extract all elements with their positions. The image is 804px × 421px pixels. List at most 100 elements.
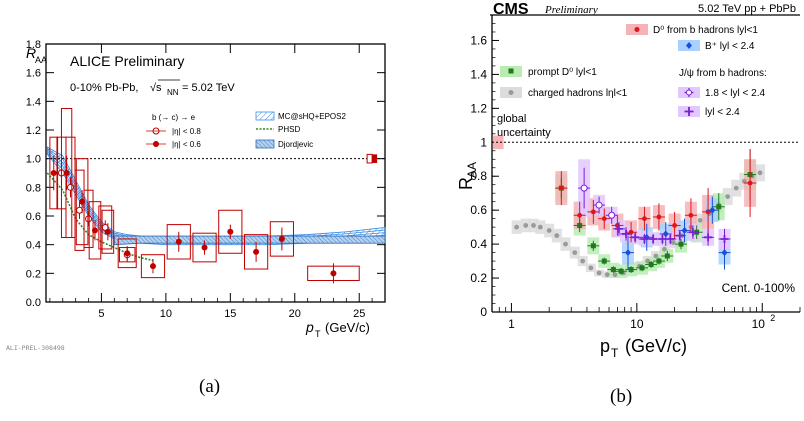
data-point-circle-b bbox=[514, 224, 520, 230]
data-point-circle-b bbox=[546, 228, 552, 233]
data-point-square-b bbox=[664, 253, 670, 259]
y-tick-label-a: 0.6 bbox=[26, 211, 41, 223]
y-axis-title-a: RAA bbox=[26, 45, 47, 65]
data-point-square-b bbox=[678, 241, 684, 247]
y-tick-label-a: 1.4 bbox=[26, 96, 41, 108]
sys-box-a bbox=[88, 201, 102, 260]
data-point-filled-a bbox=[227, 228, 234, 235]
data-point-filled-a bbox=[330, 270, 337, 277]
y-tick-label-a: 0.4 bbox=[26, 240, 41, 252]
footer-label-a: ALI-PREL-308498 bbox=[6, 344, 65, 352]
legend-label-jpsi-fwd-b: 1.8 < lyl < 2.4 bbox=[705, 88, 765, 99]
subtitle-energy-a: = 5.02 TeV bbox=[182, 82, 235, 94]
data-points-b bbox=[514, 149, 763, 278]
sys-box-a bbox=[140, 254, 166, 279]
panel-b-cms: CMS Preliminary 5.02 TeV pp + PbPb 00.20… bbox=[456, 1, 801, 360]
data-point-filled-a bbox=[79, 198, 86, 205]
legend-b: D⁰ from b hadrons lyl<1 B⁺ lyl < 2.4 pro… bbox=[500, 24, 767, 118]
y-tick-label-b: 0.6 bbox=[470, 203, 487, 217]
legend-label-filled-a: |η| < 0.6 bbox=[172, 140, 201, 149]
phsd-curve-a bbox=[46, 172, 154, 262]
data-point-open-a bbox=[85, 215, 93, 223]
x-tick-label-a: 20 bbox=[289, 308, 301, 320]
sys-box-a bbox=[75, 158, 89, 246]
legend-label-open-a: |η| < 0.8 bbox=[172, 127, 201, 136]
caption-b: (b) bbox=[610, 386, 633, 407]
legend-header-a: b (→ c) → e bbox=[152, 113, 196, 122]
data-point-circle-b bbox=[601, 216, 607, 222]
legend-marker-pd0-b bbox=[508, 68, 514, 74]
data-point-cross-b bbox=[704, 233, 713, 242]
plot-frame-a bbox=[45, 43, 386, 303]
data-point-circle-b bbox=[590, 209, 596, 215]
y-axis-b: 0 0.2 0.4 0.6 0.8 1 1.2 1.4 1.6 bbox=[470, 15, 499, 319]
y-axis-title-main-b: R bbox=[456, 177, 476, 190]
data-point-circle-b bbox=[656, 214, 662, 220]
data-point-circle-b bbox=[577, 212, 583, 218]
legend-label-jpsi-b: J/ψ from b hadrons: bbox=[679, 68, 767, 79]
data-point-circle-b bbox=[757, 170, 763, 176]
djordjevic-band-a bbox=[113, 235, 386, 246]
data-point-square-b bbox=[628, 267, 634, 273]
data-point-cross-b bbox=[666, 235, 675, 244]
legend-marker-bplus-b bbox=[686, 42, 692, 49]
x-axis-title-unit-b: (GeV/c) bbox=[625, 336, 687, 356]
y-tick-label-b: 0.2 bbox=[470, 271, 487, 285]
data-point-circle-b bbox=[537, 224, 543, 230]
global-uncertainty-line2-b: uncertainty bbox=[497, 127, 551, 139]
legend-swatch-mc-a bbox=[255, 111, 275, 121]
data-point-circle-b bbox=[531, 223, 536, 228]
data-point-circle-b bbox=[747, 180, 753, 186]
sys-box-a bbox=[244, 234, 269, 270]
data-point-cross-b bbox=[688, 228, 697, 237]
y-tick-label-a: 0.8 bbox=[26, 182, 41, 194]
mc-curve-a bbox=[47, 151, 386, 243]
x-tick-label-b: 10 bbox=[752, 317, 766, 331]
x-tick-label-a: 10 bbox=[160, 308, 172, 320]
legend-marker-d0b-b bbox=[634, 27, 640, 32]
y-tick-label-a: 0.2 bbox=[26, 268, 41, 280]
data-point-filled-a bbox=[104, 228, 111, 235]
subtitle-nn-a: NN bbox=[167, 88, 179, 97]
global-uncertainty-line1-b: global bbox=[497, 113, 526, 125]
legend-marker-ch-b bbox=[508, 90, 514, 95]
chart-title-suffix-b: Preliminary bbox=[544, 4, 598, 16]
x-axis-a: 5 10 15 20 25 bbox=[49, 44, 386, 320]
data-point-circle-b bbox=[604, 272, 610, 278]
data-point-circle-b bbox=[688, 212, 694, 218]
data-point-circle-b bbox=[588, 265, 594, 271]
data-point-filled-a bbox=[50, 170, 57, 176]
data-point-cross-b bbox=[675, 231, 684, 240]
centrality-annotation-b: Cent. 0-100% bbox=[722, 281, 796, 295]
data-point-circle-b bbox=[612, 272, 618, 278]
data-point-cross-b bbox=[649, 235, 658, 244]
x-tick-exponent-b: 2 bbox=[770, 313, 775, 323]
x-axis-title-main-b: p bbox=[600, 336, 610, 356]
sys-box-a bbox=[218, 209, 243, 254]
data-point-square-b bbox=[648, 261, 654, 267]
y-tick-label-b: 1.6 bbox=[470, 33, 487, 47]
data-point-filled-a bbox=[124, 250, 131, 257]
data-point-circle-b bbox=[670, 240, 676, 245]
data-point-filled-a bbox=[201, 244, 208, 251]
model-bands-a bbox=[46, 146, 386, 262]
panel-a-alice: 0.0 0.2 0.4 0.6 0.8 1.0 1.2 1.4 1.6 1.8 5 10 15 20 25… bbox=[6, 39, 386, 352]
chart-subtitle-a: 0-10% Pb-Pb, √s NN = 5.02 TeV bbox=[70, 79, 235, 97]
data-point-open-a bbox=[66, 183, 74, 191]
sys-box-a bbox=[60, 108, 73, 238]
y-tick-label-b: 0.4 bbox=[470, 237, 487, 251]
data-point-filled-a bbox=[63, 170, 70, 176]
data-point-open-cross-b bbox=[580, 184, 588, 192]
y-tick-label-a: 1.8 bbox=[26, 39, 41, 51]
mc-curve-a bbox=[46, 152, 386, 244]
data-point-open-cross-b bbox=[608, 211, 616, 219]
data-point-circle-b bbox=[662, 246, 667, 252]
header-right-b: 5.02 TeV pp + PbPb bbox=[698, 3, 796, 15]
legend-label-bplus-b: B⁺ lyl < 2.4 bbox=[705, 41, 755, 52]
caption-a: (a) bbox=[199, 376, 221, 397]
data-point-cross-b bbox=[622, 229, 631, 238]
sys-box-a bbox=[83, 189, 94, 249]
x-tick-label-a: 25 bbox=[353, 308, 365, 320]
sys-box-a bbox=[117, 238, 137, 269]
